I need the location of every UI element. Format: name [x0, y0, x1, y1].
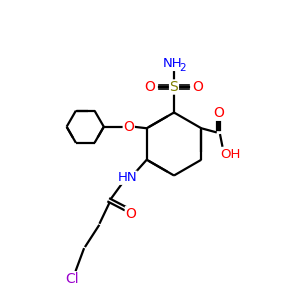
- Text: O: O: [123, 120, 134, 134]
- Text: O: O: [213, 106, 224, 120]
- Text: OH: OH: [220, 148, 241, 161]
- Text: Cl: Cl: [65, 272, 79, 286]
- Text: HN: HN: [117, 171, 137, 184]
- Text: NH: NH: [163, 57, 182, 70]
- Text: S: S: [169, 80, 178, 94]
- Text: 2: 2: [179, 63, 186, 73]
- Text: O: O: [125, 207, 136, 221]
- Text: O: O: [193, 80, 203, 94]
- Text: O: O: [145, 80, 155, 94]
